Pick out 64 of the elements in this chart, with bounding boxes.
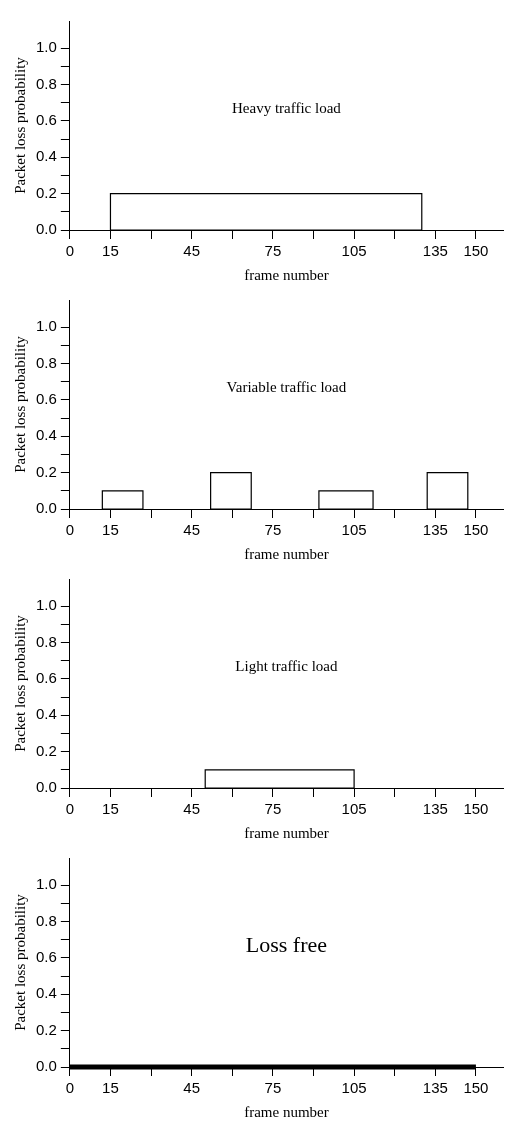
x-tick-label: 0 xyxy=(65,242,75,260)
x-tick-label: 105 xyxy=(341,800,367,818)
y-tick-label: 0.6 xyxy=(35,669,57,687)
x-tick-label: 15 xyxy=(102,1079,119,1097)
x-tick-label: 75 xyxy=(264,1079,282,1097)
x-tick-label: 75 xyxy=(264,800,282,818)
y-axis-title: Packet loss probability xyxy=(11,56,28,194)
y-tick-label: 0.0 xyxy=(35,778,57,796)
x-tick-label: 135 xyxy=(422,800,448,818)
y-tick-label: 0.0 xyxy=(35,1057,57,1075)
y-tick-label: 0.2 xyxy=(35,1020,57,1038)
y-axis-title: Packet loss probability xyxy=(11,614,28,752)
y-tick-label: 0.8 xyxy=(35,353,57,371)
y-tick-label: 0.2 xyxy=(35,462,57,480)
x-tick-label: 0 xyxy=(65,521,75,539)
y-tick-label: 0.8 xyxy=(35,74,57,92)
x-tick-label: 45 xyxy=(183,242,201,260)
x-tick-label: 75 xyxy=(264,521,282,539)
y-axis-title: Packet loss probability xyxy=(11,893,28,1031)
text: Heavy traffic load xyxy=(232,99,342,116)
y-tick-label: 0.2 xyxy=(35,741,57,759)
y-tick-label: 0.6 xyxy=(35,111,57,129)
x-tick-label: 135 xyxy=(422,242,448,260)
x-tick-label: 0 xyxy=(65,800,75,818)
x-axis-title: frame number xyxy=(244,266,329,283)
y-tick-label: 1.0 xyxy=(35,317,57,335)
x-tick-label: 75 xyxy=(264,242,282,260)
y-axis-title: Packet loss probability xyxy=(11,335,28,473)
x-tick-label: 150 xyxy=(463,800,489,818)
y-tick-label: 0.4 xyxy=(35,984,57,1002)
x-tick-label: 105 xyxy=(341,521,367,539)
y-tick-label: 1.0 xyxy=(35,596,57,614)
y-tick-label: 1.0 xyxy=(35,38,57,56)
y-tick-label: 0.0 xyxy=(35,499,57,517)
x-tick-label: 150 xyxy=(463,242,489,260)
x-axis-title: frame number xyxy=(244,545,329,562)
x-axis-title: frame number xyxy=(244,824,329,841)
y-tick-label: 0.8 xyxy=(35,632,57,650)
x-tick-label: 45 xyxy=(183,521,201,539)
y-tick-label: 0.6 xyxy=(35,948,57,966)
x-tick-label: 135 xyxy=(422,1079,448,1097)
y-tick-label: 1.0 xyxy=(35,875,57,893)
x-tick-label: 45 xyxy=(183,800,201,818)
x-tick-label: 105 xyxy=(341,1079,367,1097)
text: Light traffic load xyxy=(235,657,339,674)
y-tick-label: 0.4 xyxy=(35,705,57,723)
x-tick-label: 15 xyxy=(102,521,119,539)
x-tick-label: 105 xyxy=(341,242,367,260)
x-tick-label: 135 xyxy=(422,521,448,539)
x-tick-label: 0 xyxy=(65,1079,75,1097)
text: Variable traffic load xyxy=(226,378,347,395)
y-tick-label: 0.8 xyxy=(35,911,57,929)
x-tick-label: 45 xyxy=(183,1079,201,1097)
y-tick-label: 0.4 xyxy=(35,147,57,165)
y-tick-label: 0.0 xyxy=(35,220,57,238)
x-axis-title: frame number xyxy=(244,1103,329,1120)
x-tick-label: 150 xyxy=(463,1079,489,1097)
y-tick-label: 0.2 xyxy=(35,183,57,201)
x-tick-label: 150 xyxy=(463,521,489,539)
x-tick-label: 15 xyxy=(102,800,119,818)
text: Loss free xyxy=(245,931,328,957)
x-tick-label: 15 xyxy=(102,242,119,260)
y-tick-label: 0.4 xyxy=(35,426,57,444)
y-tick-label: 0.6 xyxy=(35,390,57,408)
